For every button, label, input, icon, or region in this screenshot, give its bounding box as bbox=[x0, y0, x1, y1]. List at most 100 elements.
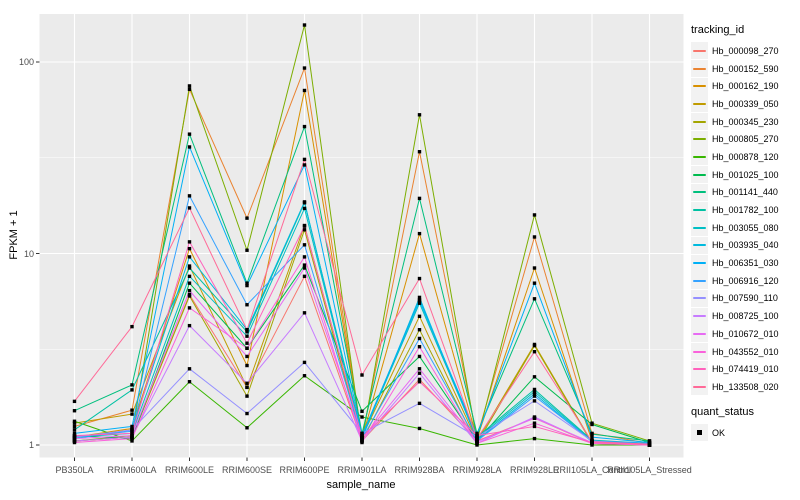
legend-key bbox=[691, 254, 708, 272]
square-marker-icon bbox=[697, 430, 702, 435]
data-point bbox=[130, 436, 134, 441]
data-point bbox=[532, 344, 537, 348]
legend-entry-Hb_000162_190: Hb_000162_190 bbox=[691, 77, 799, 95]
data-point bbox=[130, 428, 134, 432]
data-point bbox=[417, 231, 422, 236]
legend-key bbox=[691, 42, 708, 60]
legend-entry-Hb_003935_040: Hb_003935_040 bbox=[691, 236, 799, 255]
data-point bbox=[647, 442, 652, 446]
data-point bbox=[302, 206, 307, 211]
legend-key bbox=[691, 360, 708, 378]
x-axis-title: sample_name bbox=[326, 479, 396, 491]
x-tick-label-RRII105LA_Control: RRII105LA_Control bbox=[552, 465, 632, 475]
legend-label: Hb_003055_080 bbox=[712, 222, 779, 233]
data-point bbox=[245, 330, 249, 334]
data-point bbox=[417, 298, 422, 302]
data-point bbox=[532, 424, 537, 429]
y-tick-label-1: 1 bbox=[28, 440, 34, 450]
legend-key bbox=[691, 378, 708, 396]
data-point bbox=[302, 243, 307, 247]
data-point bbox=[532, 297, 537, 301]
data-point bbox=[590, 435, 594, 439]
legend-label: Hb_000098_270 bbox=[712, 45, 779, 56]
data-point bbox=[187, 281, 192, 285]
data-point bbox=[130, 439, 134, 443]
legend-key bbox=[691, 307, 708, 325]
data-point bbox=[475, 436, 479, 441]
data-point bbox=[475, 441, 479, 446]
legend-entry-Hb_010672_010: Hb_010672_010 bbox=[691, 325, 799, 343]
data-point bbox=[72, 424, 77, 429]
legend-key bbox=[691, 236, 708, 254]
data-point bbox=[187, 266, 192, 270]
legend-label: Hb_001141_440 bbox=[712, 187, 778, 198]
data-point bbox=[302, 224, 307, 228]
data-point bbox=[245, 381, 249, 385]
x-tick-label-RRIM600PE: RRIM600PE bbox=[279, 465, 330, 475]
data-point bbox=[360, 440, 364, 445]
data-point bbox=[417, 150, 422, 154]
data-point bbox=[302, 124, 307, 129]
legend-title-quant-status: quant_status bbox=[691, 405, 754, 418]
data-point bbox=[532, 235, 537, 239]
data-point bbox=[187, 367, 192, 371]
data-point bbox=[417, 377, 422, 382]
line-swatch-icon bbox=[693, 191, 706, 194]
data-point bbox=[360, 373, 364, 377]
x-tick-label-RRIM901LA: RRIM901LA bbox=[337, 465, 387, 475]
legend-key bbox=[691, 60, 708, 78]
data-point bbox=[302, 88, 307, 93]
data-point bbox=[245, 334, 249, 338]
data-point bbox=[417, 371, 422, 375]
legend-entry-Hb_000878_120: Hb_000878_120 bbox=[691, 148, 799, 166]
legend-label: Hb_133508_020 bbox=[712, 381, 779, 392]
legend-label: Hb_003935_040 bbox=[712, 240, 779, 251]
quant-status-legend: quant_status OK bbox=[691, 406, 799, 442]
y-tick-label-100: 100 bbox=[18, 57, 34, 67]
data-point bbox=[360, 431, 364, 436]
legend-key bbox=[691, 201, 708, 219]
data-point bbox=[130, 408, 134, 412]
legend-label: Hb_043552_010 bbox=[712, 346, 779, 357]
line-swatch-icon bbox=[693, 350, 706, 353]
data-point bbox=[187, 294, 192, 298]
legend-key bbox=[691, 113, 708, 131]
data-point bbox=[72, 436, 77, 441]
legend-title-tracking-id: tracking_id bbox=[691, 24, 745, 36]
data-point bbox=[302, 66, 307, 70]
data-point bbox=[417, 328, 422, 332]
data-point bbox=[302, 263, 307, 267]
legend-entries: Hb_000098_270 Hb_000152_590 Hb_000162_190 H… bbox=[691, 42, 799, 396]
legend-key bbox=[691, 166, 708, 184]
line-swatch-icon bbox=[693, 85, 706, 88]
data-point bbox=[72, 433, 77, 438]
data-point bbox=[245, 281, 249, 285]
data-point bbox=[417, 301, 422, 305]
data-point bbox=[532, 281, 537, 285]
x-tick-label-RRIM928LE: RRIM928LE bbox=[509, 465, 560, 475]
data-point bbox=[72, 399, 77, 404]
data-point bbox=[532, 213, 537, 217]
line-swatch-icon bbox=[693, 279, 706, 282]
data-point bbox=[532, 394, 537, 398]
line-swatch-icon bbox=[693, 297, 706, 300]
legend-label: OK bbox=[712, 427, 726, 438]
data-point bbox=[302, 266, 307, 270]
data-point bbox=[130, 324, 134, 329]
data-point bbox=[72, 419, 77, 423]
data-point bbox=[417, 314, 422, 318]
data-point bbox=[245, 394, 249, 398]
data-point bbox=[532, 350, 537, 354]
data-point bbox=[475, 431, 479, 436]
legend-key bbox=[691, 95, 708, 113]
data-point bbox=[245, 216, 249, 220]
legend-label: Hb_006351_030 bbox=[712, 258, 779, 269]
data-point bbox=[302, 157, 307, 162]
data-point bbox=[245, 346, 249, 350]
data-point bbox=[417, 113, 422, 117]
x-tick-label-RRIM600LE: RRIM600LE bbox=[164, 465, 215, 475]
data-point bbox=[187, 132, 192, 136]
legend-entry-Hb_007590_110: Hb_007590_110 bbox=[691, 289, 799, 308]
data-point bbox=[590, 440, 594, 444]
